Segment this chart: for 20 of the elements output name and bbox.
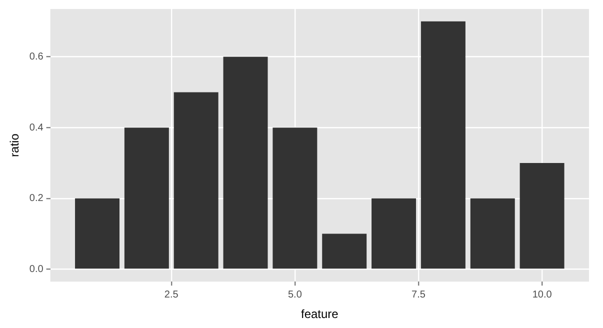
y-axis-title: ratio: [8, 133, 22, 157]
bar: [223, 56, 268, 269]
y-tick-label: 0.4: [29, 122, 44, 134]
y-tick-label: 0.0: [29, 264, 44, 275]
bar: [420, 21, 466, 269]
bar: [124, 128, 169, 269]
bar: [75, 198, 120, 269]
bar: [372, 198, 416, 269]
y-tick-label: 0.6: [29, 52, 44, 63]
bar: [174, 92, 218, 269]
x-tick-label: 10.0: [532, 289, 552, 300]
x-axis-title: feature: [300, 307, 339, 322]
x-tick-label: 5.0: [288, 289, 302, 300]
bar: [470, 198, 515, 269]
bar: [322, 234, 367, 269]
x-tick-label: 7.5: [412, 289, 426, 300]
bar: [272, 128, 318, 269]
bar: [520, 163, 564, 269]
x-tick-label: 2.5: [164, 289, 179, 300]
y-tick-label: 0.2: [29, 193, 44, 204]
